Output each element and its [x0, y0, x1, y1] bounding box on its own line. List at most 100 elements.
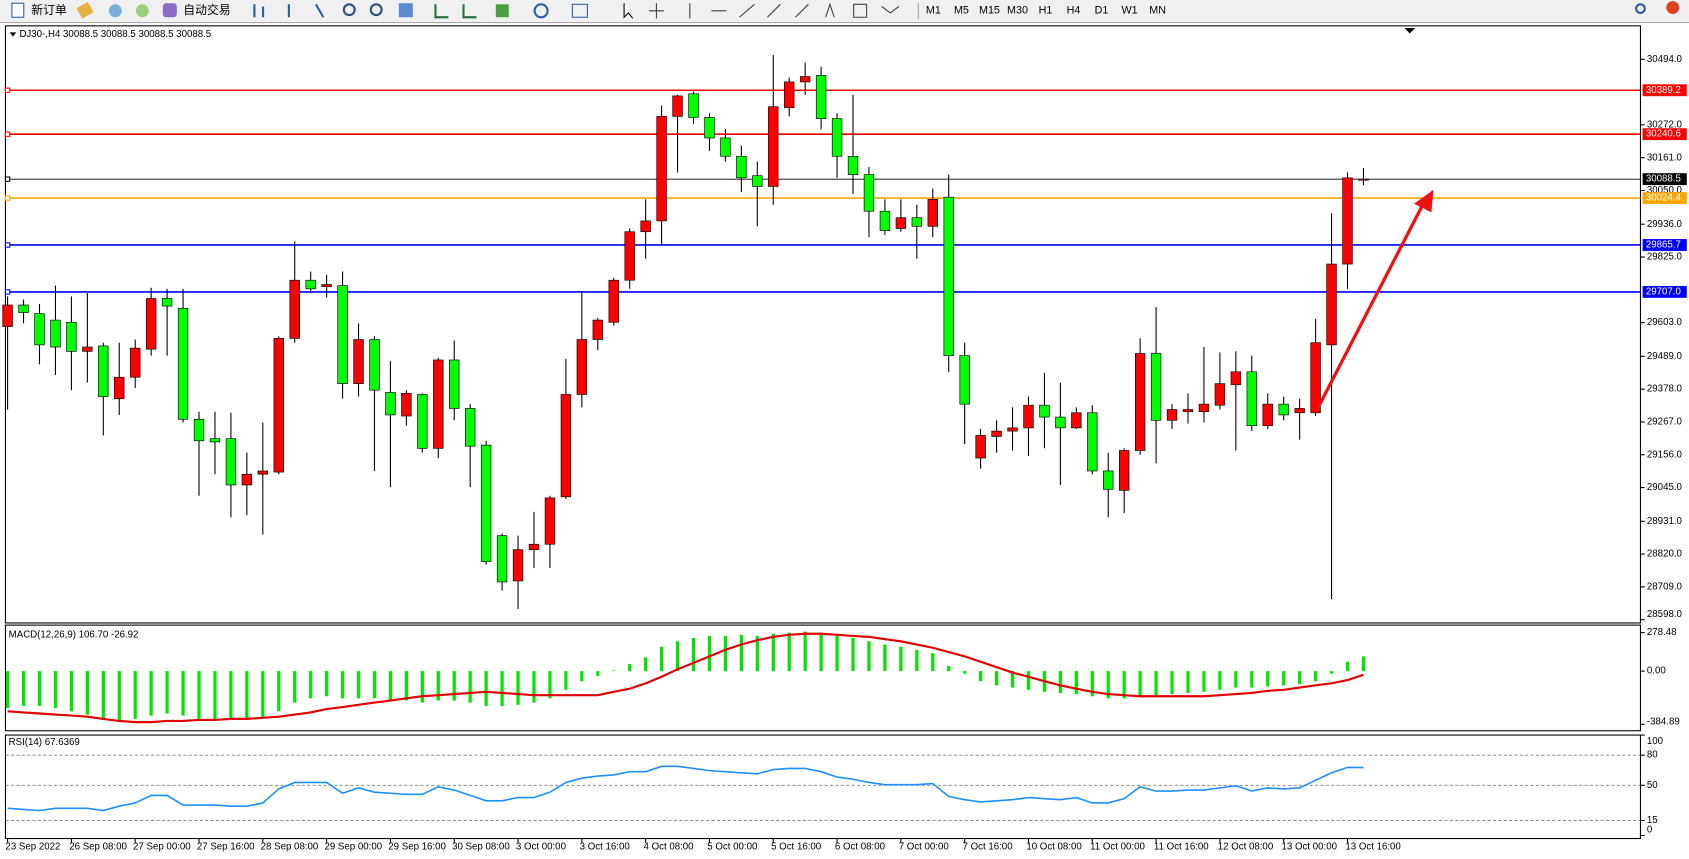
cursor-icon[interactable]: [623, 3, 634, 19]
price-level-handle: [4, 87, 11, 93]
x-tick-label: 27 Sep 16:00: [197, 842, 255, 853]
macd-bar: [484, 671, 488, 706]
macd-bar: [1218, 671, 1222, 690]
candle-body: [576, 339, 588, 395]
toolbar-bg: [0, 0, 1689, 23]
x-tick-label: 11 Oct 16:00: [1154, 842, 1209, 853]
candle-body: [640, 220, 651, 233]
macd-bar: [596, 671, 600, 676]
tile-icon[interactable]: [398, 3, 413, 18]
autotrade-label[interactable]: 自动交易: [183, 3, 230, 17]
price-level-handle: [4, 131, 11, 137]
macd-bar: [963, 671, 967, 674]
macd-bar: [436, 671, 440, 701]
autotrade-icon[interactable]: [162, 3, 177, 18]
templates-icon[interactable]: [571, 3, 588, 18]
macd-bar: [388, 671, 393, 701]
macd-bar: [1026, 671, 1031, 690]
macd-bar: [101, 671, 105, 719]
shapes-icon[interactable]: [881, 6, 900, 14]
periods-icon[interactable]: [533, 3, 549, 19]
search-icon[interactable]: [1635, 3, 1646, 15]
macd-bar: [1298, 671, 1302, 685]
y-tick-label: 29378.0: [1647, 384, 1683, 395]
candle-body: [177, 307, 189, 420]
x-tick-label: 3 Oct 00:00: [516, 842, 567, 853]
macd-bar: [37, 671, 42, 706]
timeframe-button[interactable]: M30: [1007, 5, 1028, 17]
candle-body: [273, 338, 284, 473]
candle-body: [736, 155, 747, 179]
price-level-label: 30389.2: [1646, 85, 1681, 96]
price-level-tag: [1642, 173, 1687, 186]
meta-icon[interactable]: [76, 1, 94, 19]
macd-bar: [1282, 671, 1286, 686]
shift-marker: [1404, 28, 1416, 34]
candle-body: [241, 473, 253, 486]
x-tick-label: 30 Sep 08:00: [452, 842, 510, 853]
price-level-tag: [1642, 239, 1687, 251]
candle-body: [959, 355, 970, 405]
macd-bar: [1202, 671, 1206, 692]
y-tick-label: 30494.0: [1647, 54, 1683, 65]
macd-bar: [1186, 671, 1190, 693]
macd-bar: [1345, 661, 1350, 672]
marks: 30494.0 30272.0 30161.0 30050.0 29936.0 29825…: [2, 54, 1687, 853]
timeframe-button[interactable]: MN: [1149, 5, 1166, 17]
candle-body: [1294, 408, 1305, 414]
x-tick-label: 12 Oct 08:00: [1218, 842, 1274, 853]
candle-body: [1087, 412, 1098, 472]
candle-body: [1326, 263, 1337, 346]
timeframe-button[interactable]: M1: [926, 5, 941, 17]
timeframe-button[interactable]: M5: [954, 5, 969, 17]
candle-body: [1039, 404, 1050, 418]
new-order-label[interactable]: 新订单: [31, 3, 67, 17]
candle-body: [98, 345, 109, 397]
macd-bar: [691, 637, 696, 672]
chart-style-icons[interactable]: [253, 3, 325, 18]
zoom-out-icon[interactable]: [369, 3, 383, 17]
y-tick-label: -384.89: [1647, 717, 1680, 728]
candle-body: [1214, 383, 1226, 406]
macd-bar: [500, 671, 504, 706]
candle-body: [943, 196, 954, 356]
notification-badge[interactable]: [1666, 1, 1680, 15]
scroll-icons[interactable]: [434, 4, 477, 19]
y-tick-label: 30272.0: [1647, 119, 1683, 130]
candle-body: [656, 116, 667, 222]
candle-body: [1182, 409, 1194, 413]
candle-body: [1342, 177, 1353, 265]
macd-bar: [293, 671, 297, 703]
timeframe-button[interactable]: H1: [1039, 5, 1053, 17]
price-level-handle: [4, 176, 11, 182]
y-tick-label: 15: [1647, 815, 1658, 826]
macd-bar: [1106, 671, 1110, 699]
candle-body: [592, 319, 603, 340]
x-tick-label: 5 Oct 16:00: [771, 842, 822, 853]
zoom-in-icon[interactable]: [342, 3, 356, 17]
macd-panel: [4, 624, 1641, 732]
timeframe-button[interactable]: W1: [1121, 5, 1137, 17]
timeframe-button[interactable]: H4: [1067, 5, 1081, 17]
macd-bar: [628, 663, 632, 672]
candle-body: [1055, 416, 1066, 429]
macd-bar: [1010, 671, 1015, 688]
macd-bar: [1313, 671, 1318, 682]
macd-bar: [1266, 671, 1270, 687]
indicators-icon[interactable]: [495, 4, 509, 18]
timeframe-button[interactable]: M15: [979, 5, 1000, 17]
new-order-icon[interactable]: [11, 2, 25, 18]
rsi-title: RSI(14) 67.6369: [9, 737, 80, 748]
macd-bar: [1250, 671, 1254, 688]
y-tick-label: 29825.0: [1647, 252, 1683, 263]
timeframe-button[interactable]: D1: [1095, 5, 1109, 17]
macd-bar: [452, 671, 456, 701]
candle-body: [1262, 403, 1273, 427]
candle-body: [608, 279, 619, 323]
macd-bar: [1329, 671, 1334, 674]
signals-icon[interactable]: [135, 4, 149, 18]
y-tick-label: 29156.0: [1647, 449, 1683, 460]
drawing-tools[interactable]: [648, 2, 868, 19]
market-icon[interactable]: [108, 4, 122, 18]
y-tick-label: 50: [1647, 780, 1658, 791]
